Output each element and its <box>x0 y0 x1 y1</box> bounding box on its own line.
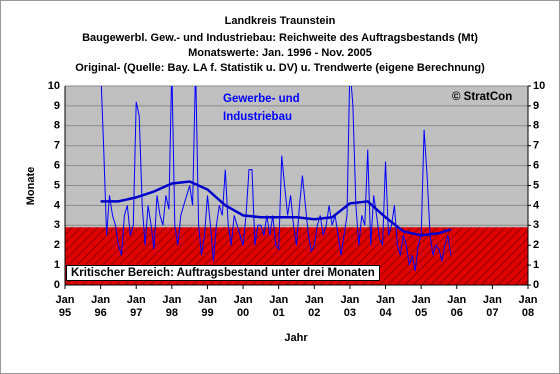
x-tick-label: Jan 02 <box>304 294 324 319</box>
x-axis-label: Jahr <box>284 332 308 344</box>
x-tick-label: Jan 07 <box>482 294 502 319</box>
x-tick-label: Jan 03 <box>340 294 360 319</box>
x-tick-label: Jan 05 <box>411 294 431 319</box>
trend-line <box>100 180 452 237</box>
y-tick-label: 6 <box>54 160 60 172</box>
x-tick-label: Jan 04 <box>376 294 396 319</box>
y-tick-label: 3 <box>54 219 60 231</box>
subtitle: Original- (Quelle: Bay. LA f. Statistik … <box>75 62 485 74</box>
copyright: © StratCon <box>452 91 513 103</box>
x-tick-label: Jan 98 <box>162 294 182 319</box>
y-tick-label: 1 <box>54 259 60 271</box>
y2-tick-label: 8 <box>533 120 539 132</box>
x-tick-label: Jan 99 <box>197 294 217 319</box>
x-tick-label: Jan 08 <box>518 294 538 319</box>
x-tick-label: Jan 96 <box>91 294 111 319</box>
y-tick-label: 4 <box>54 199 61 211</box>
x-tick-label: Jan 00 <box>233 294 253 319</box>
y-tick-label: 0 <box>54 279 60 291</box>
x-tick-label: Jan 01 <box>269 294 289 319</box>
y-tick-label: 2 <box>54 239 60 251</box>
y-tick-label: 9 <box>54 100 60 112</box>
subtitle: Baugewerbl. Gew.- und Industriebau: Reic… <box>82 32 478 44</box>
y-tick-label: 5 <box>54 179 60 191</box>
y-tick-label: 10 <box>48 80 60 92</box>
y-tick-label: 7 <box>54 140 60 152</box>
x-tick-label: Jan 97 <box>126 294 146 319</box>
x-tick-label: Jan 06 <box>447 294 467 319</box>
y2-tick-label: 3 <box>533 219 539 231</box>
y2-tick-label: 6 <box>533 160 539 172</box>
y2-tick-label: 0 <box>533 279 539 291</box>
x-tick-label: Jan 95 <box>55 294 75 319</box>
y2-tick-label: 5 <box>533 179 539 191</box>
subtitle: Monatswerte: Jan. 1996 - Nov. 2005 <box>188 47 372 59</box>
y2-tick-label: 2 <box>533 239 539 251</box>
y2-tick-label: 9 <box>533 100 539 112</box>
chart-title: Landkreis Traunstein <box>225 15 336 27</box>
y2-tick-label: 1 <box>533 259 539 271</box>
legend-label: Gewerbe- und Industriebau <box>223 93 300 123</box>
y2-tick-label: 7 <box>533 140 539 152</box>
critical-label: Kritischer Bereich: Auftragsbestand unte… <box>66 265 380 281</box>
y2-tick-label: 10 <box>533 80 545 92</box>
y-tick-label: 8 <box>54 120 60 132</box>
y2-tick-label: 4 <box>533 199 540 211</box>
data-line <box>100 86 452 272</box>
y-axis-label: Monate <box>25 167 37 206</box>
